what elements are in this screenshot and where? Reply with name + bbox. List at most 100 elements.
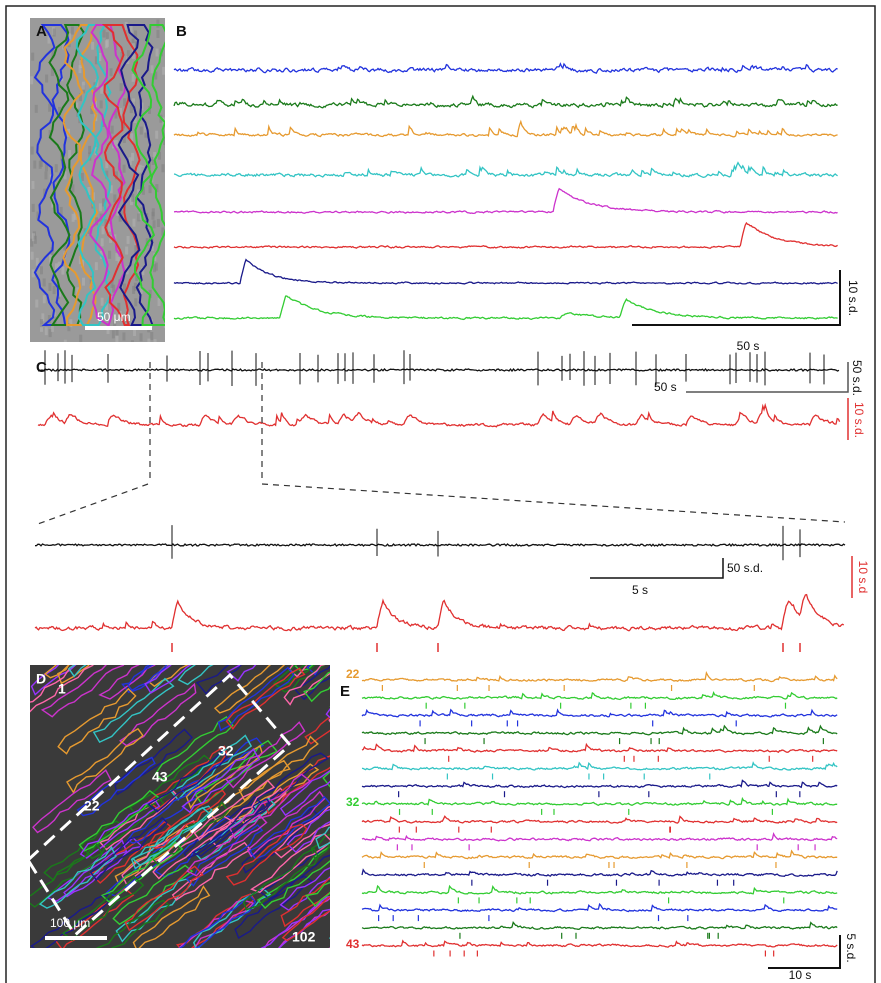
texture (141, 267, 145, 276)
texture (104, 302, 108, 311)
cell-outline (273, 805, 330, 859)
texture (164, 140, 165, 149)
cell-outline (119, 682, 197, 747)
trace (361, 849, 838, 860)
trace (361, 796, 838, 807)
texture (135, 164, 139, 173)
trace (173, 119, 838, 138)
scale-label: 5 s.d. (844, 933, 858, 962)
texture (110, 279, 114, 288)
texture (31, 52, 35, 61)
texture (161, 227, 165, 236)
trace (361, 902, 838, 913)
scale-label: 10 s.d. (852, 402, 866, 438)
texture (135, 273, 139, 282)
cell-outline (89, 24, 127, 326)
cell-outline (183, 795, 265, 859)
panel-label: B (176, 23, 187, 40)
texture (94, 262, 98, 271)
cell-outline (177, 665, 214, 686)
cell-outline (191, 798, 271, 857)
texture (38, 160, 42, 169)
texture (52, 312, 56, 321)
texture (133, 328, 137, 337)
trace (361, 884, 838, 895)
cell-outline (128, 754, 214, 815)
cell-outline (61, 875, 145, 942)
cell-outline (226, 665, 257, 682)
texture (132, 218, 136, 227)
scale-label: 100 μm (50, 916, 90, 930)
cell-outline (101, 24, 141, 326)
texture (140, 207, 144, 216)
texture (129, 25, 133, 34)
texture (63, 171, 67, 180)
texture (61, 266, 65, 275)
cell-outline (130, 806, 211, 870)
texture (39, 266, 43, 275)
cell-outline (293, 665, 330, 701)
cell-outline (112, 864, 194, 926)
texture (122, 332, 126, 341)
texture (106, 326, 110, 335)
texture (132, 285, 136, 294)
texture (105, 38, 109, 47)
texture (124, 21, 128, 30)
panel-label: E (340, 683, 350, 700)
texture (82, 277, 86, 286)
cell-outline (54, 887, 135, 948)
cell-outline (286, 808, 330, 854)
texture (31, 269, 35, 278)
roi-box (26, 672, 293, 938)
cell-outline (193, 779, 276, 841)
frame (5, 5, 876, 983)
texture (144, 129, 148, 138)
cell-outline (144, 665, 192, 694)
cell-outline (217, 666, 295, 732)
texture (137, 213, 141, 222)
texture (78, 93, 82, 102)
texture (100, 297, 104, 306)
texture (90, 106, 94, 115)
cell-outline (322, 771, 330, 788)
cell-outline (147, 748, 228, 813)
texture (164, 132, 165, 141)
trace (361, 939, 838, 948)
trace (38, 367, 840, 373)
texture (113, 194, 117, 203)
trace (173, 94, 838, 109)
texture (123, 283, 127, 292)
cell-outline (169, 734, 253, 801)
texture (115, 335, 119, 342)
texture (113, 319, 117, 328)
cell-outline (186, 813, 268, 877)
texture (92, 102, 96, 111)
texture (161, 164, 165, 173)
cell-outline (89, 820, 172, 884)
texture (150, 65, 154, 74)
texture (69, 319, 73, 328)
texture (98, 53, 102, 62)
trace (173, 258, 838, 285)
cell-outline (76, 756, 156, 817)
cell-label: 22 (346, 667, 360, 681)
texture (157, 297, 161, 306)
cell-label: 32 (346, 795, 360, 809)
texture (129, 105, 133, 114)
texture (76, 287, 80, 296)
texture (98, 203, 102, 212)
texture (30, 76, 34, 85)
cell-outline (306, 665, 323, 676)
texture (58, 106, 62, 115)
texture (156, 29, 160, 38)
texture (114, 171, 118, 180)
scale-label: 10 s.d (856, 561, 870, 594)
cell-outline (98, 665, 156, 700)
texture (105, 160, 109, 169)
cell-outline (57, 665, 90, 685)
texture (99, 100, 103, 109)
texture (134, 41, 138, 50)
texture (150, 243, 154, 252)
texture (118, 107, 122, 116)
texture (139, 126, 143, 135)
